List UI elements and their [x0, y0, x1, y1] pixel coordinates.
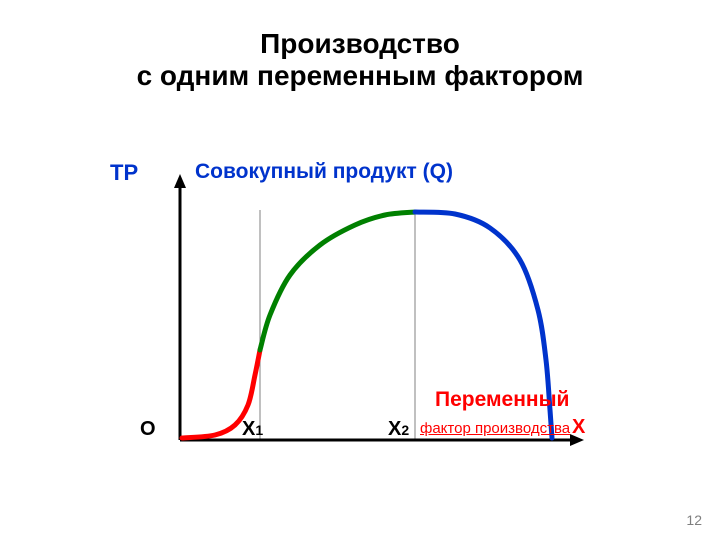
label-x-end: X: [572, 416, 585, 439]
title-line2: с одним переменным фактором: [0, 60, 720, 92]
label-q: Совокупный продукт (Q): [195, 160, 453, 184]
label-origin: O: [140, 418, 156, 441]
label-var-line1: Переменный: [435, 388, 569, 412]
label-x1: X1: [242, 418, 263, 441]
title-line1: Производство: [0, 28, 720, 60]
label-tp: TP: [110, 160, 138, 186]
chart-area: TP Совокупный продукт (Q) O X1 X2 Переме…: [120, 150, 600, 480]
label-x2: X2: [388, 418, 409, 441]
label-var-line2: фактор производства: [420, 420, 570, 437]
page-number: 12: [686, 512, 702, 528]
